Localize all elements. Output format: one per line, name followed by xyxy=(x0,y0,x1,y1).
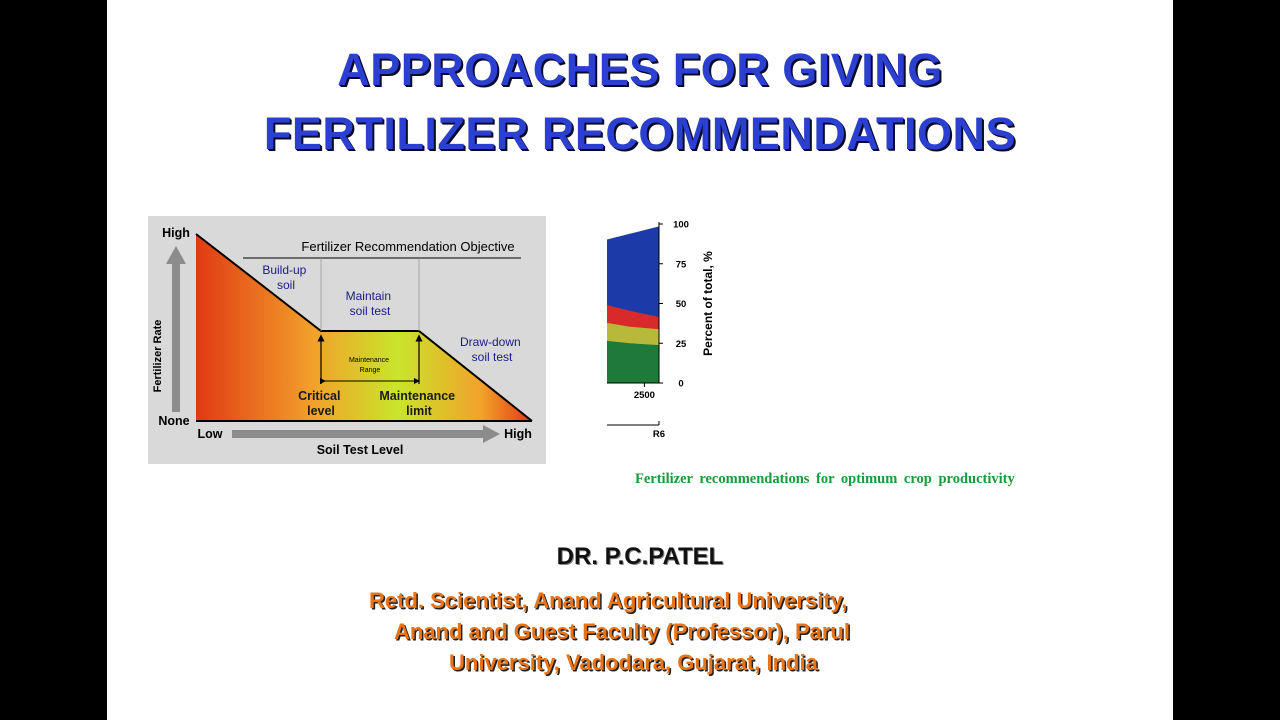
x-tick-label: 2500 xyxy=(634,390,655,401)
author-name: DR. P.C.PATEL xyxy=(556,543,724,570)
n-uptake-chart: 0255075100125150175200225250025507510005… xyxy=(220,212,1127,455)
fertilizer-rate-line xyxy=(195,233,533,422)
x-axis-label: Soil Test Level xyxy=(317,443,404,457)
y2-tick-label: 0 xyxy=(678,379,683,390)
affiliation-line-3: University, Vadodara, Gujarat, India xyxy=(449,650,818,675)
slide-title-line-2: FERTILIZER RECOMMENDATIONS xyxy=(263,108,1017,159)
x-high-label: High xyxy=(504,427,532,441)
y2-tick-label: 50 xyxy=(676,299,687,310)
zone-buildup-label: Build-up soil xyxy=(262,263,309,292)
fertilizer-objective-diagram: Fertilizer Recommendation Objective Buil… xyxy=(148,216,546,464)
y-axis-arrow xyxy=(166,246,186,412)
y2-tick-label: 25 xyxy=(676,339,687,350)
diagram-header: Fertilizer Recommendation Objective xyxy=(301,239,514,254)
y2-tick-label: 100 xyxy=(673,220,689,231)
fertilizer-rate-area xyxy=(196,234,532,421)
zone-maintain-label: Maintain soil test xyxy=(346,289,395,318)
y2-axis-label: Percent of total, % xyxy=(701,251,715,356)
y2-tick-label: 75 xyxy=(676,259,687,270)
zone-drawdown-label: Draw-down soil test xyxy=(460,335,524,364)
growth-stage-label: R6 xyxy=(653,429,665,440)
y-none-label: None xyxy=(158,414,189,428)
slide: APPROACHES FOR GIVING FERTILIZER RECOMME… xyxy=(107,0,1173,720)
y-high-label: High xyxy=(162,226,190,240)
maintenance-limit-label: Maintenance limit xyxy=(379,389,458,418)
maintenance-range-label: Maintenance Range xyxy=(349,357,391,374)
slide-title-line-1: APPROACHES FOR GIVING xyxy=(337,44,943,95)
affiliation-line-1: Retd. Scientist, Anand Agricultural Univ… xyxy=(369,588,848,613)
y-axis-label: Fertilizer Rate xyxy=(152,320,164,393)
x-low-label: Low xyxy=(198,427,223,441)
chart-caption: Fertilizer recommendations for optimum c… xyxy=(635,471,1015,487)
x-axis-arrow xyxy=(232,425,500,443)
critical-level-label: Critical level xyxy=(298,389,344,418)
affiliation-line-2: Anand and Guest Faculty (Professor), Par… xyxy=(394,619,850,644)
